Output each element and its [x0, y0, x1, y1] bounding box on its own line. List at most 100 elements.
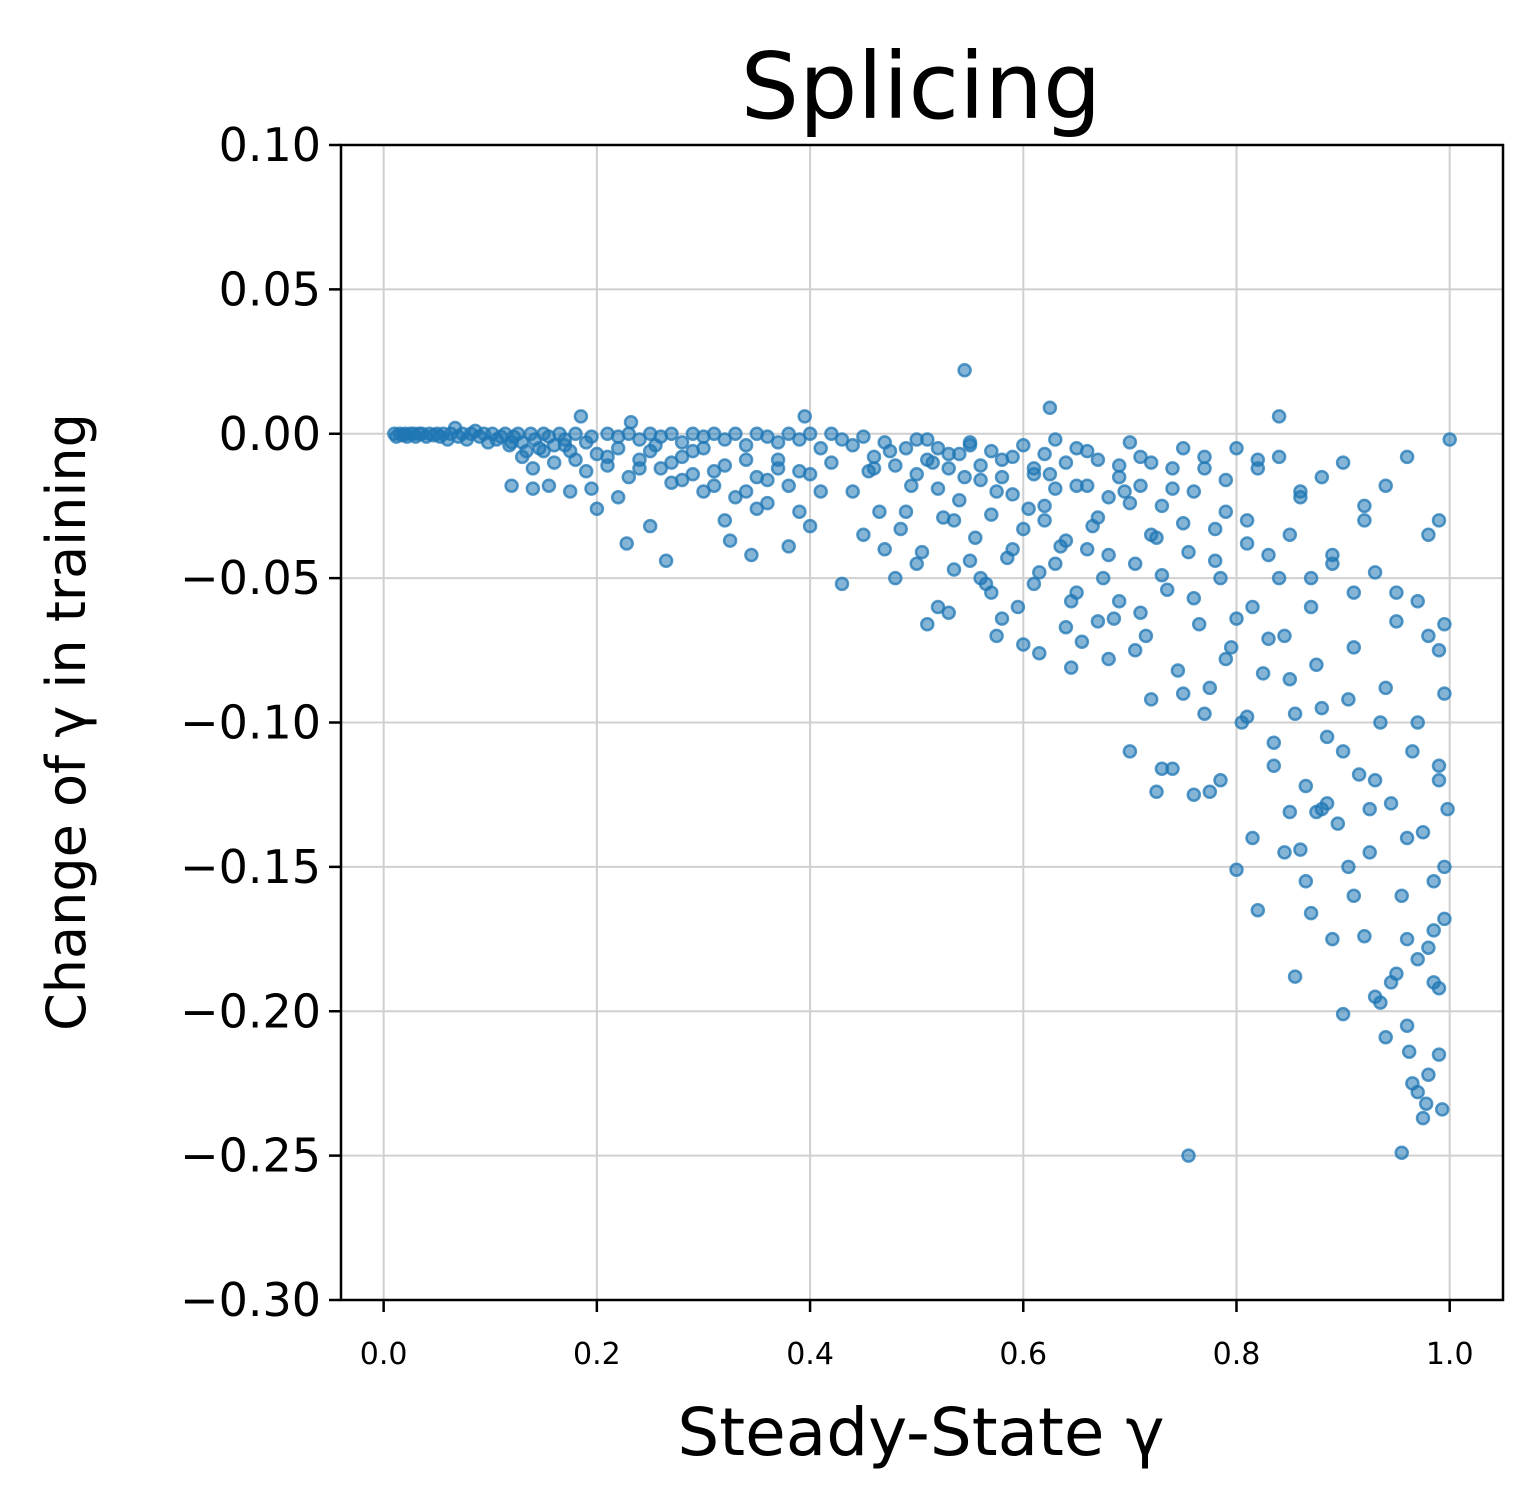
data-point — [1042, 466, 1058, 482]
data-point — [1101, 490, 1116, 505]
data-point — [664, 475, 679, 491]
data-point — [717, 458, 733, 473]
data-point — [1410, 593, 1425, 609]
data-point — [909, 432, 924, 447]
data-point — [653, 461, 669, 476]
data-point — [792, 504, 807, 519]
data-point — [1314, 700, 1330, 716]
data-point — [664, 455, 679, 470]
data-point — [909, 556, 924, 571]
y-tick-label: 0.10 — [219, 118, 321, 172]
data-point — [1218, 472, 1234, 488]
data-point — [984, 507, 999, 522]
data-point — [1229, 440, 1244, 456]
data-point — [1325, 931, 1340, 947]
data-point — [909, 466, 924, 482]
data-point — [1016, 637, 1031, 652]
data-point — [1207, 521, 1223, 537]
data-point — [1298, 778, 1314, 794]
data-point — [824, 455, 839, 470]
data-point — [1010, 599, 1026, 615]
data-point — [1266, 758, 1282, 774]
data-point — [1122, 744, 1138, 759]
data-point — [1271, 570, 1287, 586]
data-point — [623, 414, 639, 430]
data-point — [706, 426, 722, 442]
data-point — [696, 440, 711, 456]
data-point — [1213, 570, 1228, 586]
data-point — [1186, 591, 1202, 606]
data-point — [989, 484, 1004, 499]
data-point — [1026, 576, 1042, 592]
data-point — [1197, 449, 1212, 465]
data-point — [941, 461, 956, 476]
data-point — [920, 617, 935, 632]
data-point — [1303, 599, 1319, 615]
data-point — [1048, 432, 1063, 447]
data-point — [914, 544, 930, 560]
data-point — [1181, 544, 1196, 560]
data-point — [1405, 744, 1420, 759]
data-point — [1271, 449, 1287, 465]
data-point — [930, 481, 946, 496]
data-point — [1026, 466, 1042, 482]
data-point — [1282, 671, 1298, 687]
data-point — [1016, 438, 1031, 453]
data-point — [1421, 1067, 1436, 1083]
data-point — [1442, 432, 1457, 447]
data-point — [1410, 1084, 1425, 1100]
data-point — [770, 461, 786, 476]
data-point — [738, 452, 754, 467]
data-point — [744, 547, 759, 563]
data-point — [882, 443, 898, 459]
data-point — [813, 440, 828, 456]
data-point — [1106, 611, 1122, 626]
data-point — [1282, 527, 1298, 543]
data-point — [1421, 527, 1436, 543]
data-point — [1437, 911, 1452, 927]
data-point — [1418, 1096, 1434, 1111]
data-point — [797, 409, 812, 424]
data-point — [1287, 969, 1303, 984]
data-point — [1229, 862, 1244, 878]
data-point — [1239, 536, 1255, 551]
data-point — [781, 539, 796, 554]
data-point — [610, 490, 626, 505]
data-point — [1085, 518, 1100, 534]
data-point — [1378, 478, 1393, 493]
data-point — [834, 432, 850, 447]
data-point — [1143, 455, 1159, 470]
data-point — [1170, 663, 1186, 678]
data-point — [600, 458, 615, 473]
data-point — [1053, 539, 1068, 554]
data-point — [1032, 645, 1047, 661]
data-point — [1117, 484, 1132, 499]
data-point — [1277, 628, 1292, 644]
data-point — [674, 435, 690, 450]
data-point — [1261, 547, 1276, 563]
data-point — [1127, 643, 1143, 658]
data-point — [1181, 1148, 1196, 1163]
data-point — [1373, 715, 1388, 730]
data-point — [1250, 902, 1266, 918]
data-point — [1122, 435, 1138, 450]
data-point — [1410, 715, 1425, 730]
data-point — [856, 527, 871, 543]
data-point — [1314, 469, 1330, 485]
data-point — [978, 576, 994, 592]
y-axis-ticks: 0.10 0.05 0.00 −0.05 −0.10 −0.15 −0.20 −0.25 −0.… — [180, 118, 341, 1327]
data-point — [728, 426, 743, 442]
data-point — [968, 530, 983, 545]
data-point — [888, 570, 903, 586]
data-point — [760, 429, 775, 444]
data-point — [989, 628, 1004, 644]
data-point — [525, 481, 541, 496]
data-point — [722, 533, 738, 548]
data-point — [738, 438, 754, 453]
x-axis-label: Steady-State γ — [677, 1394, 1164, 1471]
data-point — [1175, 516, 1191, 531]
data-point — [1255, 666, 1271, 681]
data-point — [898, 504, 914, 519]
data-point — [1090, 452, 1106, 467]
data-point — [1234, 715, 1250, 730]
